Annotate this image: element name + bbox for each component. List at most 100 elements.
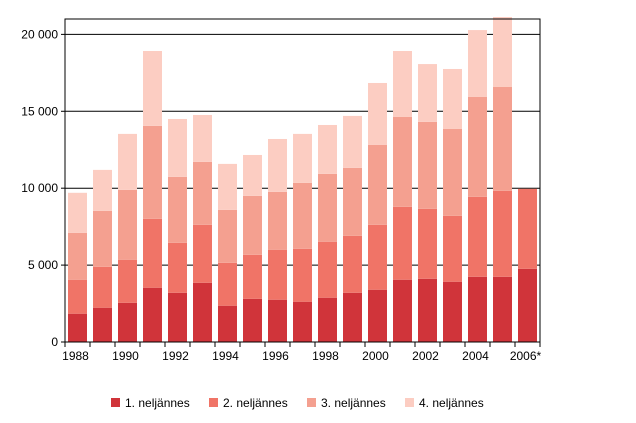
x-tick-label: 1990 bbox=[112, 349, 139, 363]
bar-segment-1995-q3 bbox=[243, 195, 262, 255]
bar-segment-2003-q4 bbox=[443, 68, 462, 129]
bar-segment-2002-q2 bbox=[418, 208, 437, 279]
bar-segment-2000-q1 bbox=[368, 289, 387, 342]
bar-segment-1995-q2 bbox=[243, 254, 262, 299]
x-tick-label: 1992 bbox=[162, 349, 189, 363]
bar-segment-1990-q3 bbox=[118, 189, 137, 260]
bar-segment-2004-q2 bbox=[468, 196, 487, 277]
x-tick-label: 2004 bbox=[462, 349, 489, 363]
bar-segment-1992-q4 bbox=[168, 118, 187, 177]
plot-frame bbox=[64, 18, 541, 343]
y-tick-label: 0 bbox=[51, 335, 58, 349]
legend-label: 4. neljännes bbox=[419, 396, 484, 410]
bar-segment-2005-q3 bbox=[493, 86, 512, 191]
bar-segment-2001-q3 bbox=[393, 116, 412, 207]
bar-segment-2000-q3 bbox=[368, 144, 387, 225]
bar-segment-2002-q3 bbox=[418, 121, 437, 209]
bar-segment-1993-q4 bbox=[193, 114, 212, 162]
bar-segment-1992-q3 bbox=[168, 176, 187, 243]
x-tick-label: 2000 bbox=[362, 349, 389, 363]
legend: 1. neljännes 2. neljännes 3. neljännes 4. n… bbox=[111, 396, 484, 410]
bar-segment-1996-q1 bbox=[268, 299, 287, 342]
x-tick-label: 1994 bbox=[212, 349, 239, 363]
bars bbox=[68, 17, 537, 342]
bar-segment-1999-q1 bbox=[343, 292, 362, 342]
bar-segment-2001-q1 bbox=[393, 279, 412, 342]
bar-segment-1994-q2 bbox=[218, 262, 237, 306]
bar-segment-1988-q4 bbox=[68, 192, 87, 233]
bar-segment-1992-q1 bbox=[168, 292, 187, 342]
legend-swatch bbox=[111, 398, 120, 407]
bar-segment-2004-q4 bbox=[468, 30, 487, 97]
bar-segment-2004-q3 bbox=[468, 96, 487, 197]
bar-segment-1998-q1 bbox=[318, 297, 337, 342]
bar-segment-2002-q1 bbox=[418, 278, 437, 342]
bar-segment-2003-q1 bbox=[443, 281, 462, 342]
bar-segment-2005-q1 bbox=[493, 276, 512, 342]
bar-segment-1997-q4 bbox=[293, 133, 312, 183]
bar-segment-1993-q3 bbox=[193, 161, 212, 225]
bar-segment-1998-q2 bbox=[318, 241, 337, 298]
bar-segment-1992-q2 bbox=[168, 242, 187, 293]
bar-segment-2003-q3 bbox=[443, 128, 462, 216]
bar-segment-1994-q4 bbox=[218, 163, 237, 210]
y-tick-label: 15 000 bbox=[21, 104, 58, 118]
bar-segment-1997-q3 bbox=[293, 182, 312, 249]
bar-segment-1996-q2 bbox=[268, 249, 287, 300]
legend-swatch bbox=[307, 398, 316, 407]
legend-label: 2. neljännes bbox=[223, 396, 288, 410]
legend-label: 3. neljännes bbox=[321, 396, 386, 410]
bar-segment-1991-q1 bbox=[143, 287, 162, 342]
bar-segment-1990-q2 bbox=[118, 259, 137, 303]
bar-segment-1993-q2 bbox=[193, 224, 212, 283]
plot-border bbox=[64, 18, 541, 343]
x-tick-label: 1996 bbox=[262, 349, 289, 363]
bar-segment-1997-q1 bbox=[293, 301, 312, 342]
y-axis: 0 5 000 10 000 15 000 20 000 bbox=[21, 27, 65, 349]
bar-segment-1989-q2 bbox=[93, 266, 112, 308]
bar-segment-1998-q4 bbox=[318, 124, 337, 174]
bar-segment-1993-q1 bbox=[193, 282, 212, 342]
bar-segment-1989-q3 bbox=[93, 210, 112, 267]
bar-segment-2005-q2 bbox=[493, 190, 512, 277]
x-tick-label: 1998 bbox=[312, 349, 339, 363]
bar-segment-1999-q3 bbox=[343, 167, 362, 236]
bar-segment-1994-q3 bbox=[218, 209, 237, 263]
bar-segment-1991-q4 bbox=[143, 50, 162, 126]
bar-segment-2001-q2 bbox=[393, 206, 412, 280]
bar-segment-1994-q1 bbox=[218, 305, 237, 342]
legend-label: 1. neljännes bbox=[125, 396, 190, 410]
bar-segment-2006-q1 bbox=[518, 268, 537, 342]
bar-segment-2003-q2 bbox=[443, 215, 462, 282]
bar-segment-1996-q3 bbox=[268, 191, 287, 250]
bar-segment-1996-q4 bbox=[268, 138, 287, 192]
bar-segment-2004-q1 bbox=[468, 276, 487, 342]
bar-segment-1991-q3 bbox=[143, 125, 162, 219]
legend-swatch bbox=[209, 398, 218, 407]
bar-segment-1990-q4 bbox=[118, 133, 137, 190]
bar-segment-1991-q2 bbox=[143, 218, 162, 288]
bar-segment-2000-q2 bbox=[368, 224, 387, 290]
y-tick-label: 10 000 bbox=[21, 181, 58, 195]
y-tick-label: 5 000 bbox=[28, 258, 58, 272]
bar-segment-2006-q2 bbox=[518, 188, 537, 269]
bar-segment-2000-q4 bbox=[368, 82, 387, 145]
x-tick-label: 2002 bbox=[412, 349, 439, 363]
bar-segment-1999-q2 bbox=[343, 235, 362, 293]
x-axis: 1988 1990 1992 1994 1996 1998 2000 2002 2004 2006… bbox=[62, 342, 542, 363]
bar-segment-1995-q4 bbox=[243, 154, 262, 196]
legend-swatch bbox=[405, 398, 414, 407]
bar-segment-2001-q4 bbox=[393, 50, 412, 117]
bar-segment-1989-q1 bbox=[93, 307, 112, 342]
bar-segment-1998-q3 bbox=[318, 173, 337, 242]
bar-segment-1988-q3 bbox=[68, 232, 87, 280]
bar-segment-1995-q1 bbox=[243, 298, 262, 342]
bar-segment-1999-q4 bbox=[343, 115, 362, 168]
x-tick-label: 2006* bbox=[510, 349, 542, 363]
bar-segment-1997-q2 bbox=[293, 248, 312, 302]
x-tick-label: 1988 bbox=[62, 349, 89, 363]
bar-segment-1990-q1 bbox=[118, 302, 137, 342]
bar-segment-2005-q4 bbox=[493, 17, 512, 87]
bar-segment-1988-q2 bbox=[68, 279, 87, 314]
